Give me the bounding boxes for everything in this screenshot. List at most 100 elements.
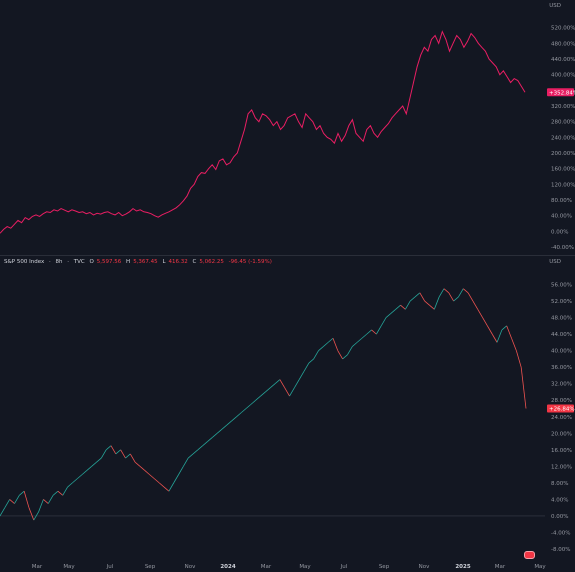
candle-segment [472, 300, 479, 310]
candle-segment [47, 495, 54, 504]
candle-segment [366, 329, 372, 335]
y-tick-label: 44.00% [551, 332, 572, 338]
candle-segment [298, 371, 305, 380]
legend-open: 5,597.56 [96, 259, 122, 265]
candle-segment [86, 466, 92, 471]
candle-segment [67, 482, 73, 488]
candle-segment [380, 317, 387, 327]
candle-segment [515, 350, 522, 368]
y-tick-label: 8.00% [551, 481, 568, 487]
x-tick-label: Nov [419, 564, 430, 570]
bottom-chart-svg[interactable]: 56.00% 52.00% 48.00% 44.00% 40.00% 36.00% 32.0… [0, 256, 575, 557]
last-value-badge [547, 88, 574, 97]
y-tick-label: 40.00% [551, 214, 572, 220]
candle-segment [23, 491, 30, 508]
top-chart-pane[interactable]: 520.00%480.00%440.00%400.00%360.00%320.0… [0, 0, 575, 255]
y-tick-label: 440.00% [551, 57, 575, 63]
y-tick-label: -4.00% [551, 530, 570, 536]
candle-segment [443, 288, 450, 294]
candle-segment [376, 325, 382, 335]
candle-segment [496, 329, 503, 343]
y-tick-label: 28.00% [551, 398, 572, 404]
candle-segment [467, 292, 474, 302]
y-tick-label: 120.00% [551, 182, 575, 188]
candle-segment [110, 445, 117, 455]
legend-high-label: H [126, 259, 131, 265]
candle-segment [313, 350, 319, 360]
candle-segment [491, 333, 498, 343]
last-value-label: +352.84% [549, 90, 575, 96]
legend-low-label: L [162, 259, 166, 265]
bottom-chart-pane[interactable]: 56.00% 52.00% 48.00% 44.00% 40.00% 36.00% 32.0… [0, 256, 575, 557]
candle-segment [250, 399, 257, 405]
y-tick-label: 520.00% [551, 26, 575, 32]
candle-segment [149, 474, 155, 480]
y-tick-label: 24.00% [551, 415, 572, 421]
x-tick-label: Sep [379, 564, 390, 570]
candle-segment [448, 292, 454, 302]
candle-segment [197, 445, 203, 451]
candle-segment [4, 499, 10, 508]
candle-segment [33, 511, 39, 521]
x-tick-label: 2025 [455, 564, 470, 570]
candle-segment [284, 387, 290, 397]
top-chart-svg[interactable]: 520.00%480.00%440.00%400.00%360.00%320.0… [0, 0, 575, 255]
candle-segment [173, 474, 179, 484]
candle-segment [323, 342, 329, 347]
candle-segment [154, 478, 160, 484]
candle-segment [409, 296, 416, 302]
candle-segment [226, 420, 232, 426]
candle-segment [139, 466, 146, 471]
chat-bubble-icon[interactable] [524, 551, 535, 559]
y-tick-label: 52.00% [551, 299, 572, 305]
candle-segment [342, 354, 348, 360]
candle-segment [187, 453, 194, 459]
candle-segment [72, 478, 78, 484]
legend-close-label: C [192, 259, 197, 265]
candle-segment [487, 325, 493, 335]
candle-segment [105, 445, 112, 451]
symbol-legend[interactable]: S&P 500 Index · 8h · TVC O 5,597.56 H 5,36… [4, 259, 272, 265]
y-tick-label: 4.00% [551, 497, 568, 503]
y-tick-label: 0.00% [551, 514, 568, 520]
y-tick-label: 48.00% [551, 316, 572, 322]
candle-segment [463, 288, 469, 294]
candle-segment [395, 304, 401, 310]
x-tick-label: Jul [106, 564, 114, 570]
candle-segment [245, 404, 252, 409]
top-currency-label: USD [549, 3, 561, 9]
candle-segment [289, 387, 295, 397]
legend-symbol[interactable]: S&P 500 Index [4, 259, 45, 265]
candle-segment [327, 337, 334, 343]
candle-segment [241, 408, 247, 413]
candle-segment [100, 449, 107, 459]
legend-interval[interactable]: 8h [55, 259, 63, 265]
y-tick-label: 200.00% [551, 151, 575, 157]
candle-segment [318, 346, 324, 351]
candle-segment [390, 309, 396, 314]
candle-segment [28, 507, 35, 521]
candle-segment [438, 288, 445, 298]
candle-segment [255, 395, 261, 401]
candle-segment [337, 350, 343, 360]
candle-segment [81, 470, 88, 475]
candle-segment [168, 482, 175, 492]
x-tick-label: Jul [340, 564, 348, 570]
legend-change: -96.45 (-1.59%) [228, 259, 272, 265]
pane-divider[interactable] [0, 255, 575, 256]
candle-segment [477, 309, 483, 318]
x-tick-label: 2024 [220, 564, 235, 570]
candle-segment [482, 317, 488, 327]
candle-segment [129, 453, 136, 463]
candle-segment [163, 486, 170, 492]
candle-segment [207, 437, 213, 442]
time-axis[interactable]: Mar May Jul Sep Nov 2024 Mar May Jul Sep Nov 2025 Ma… [0, 557, 575, 572]
candle-segment [269, 383, 276, 389]
candle-segment [9, 499, 15, 504]
legend-open-label: O [89, 259, 94, 265]
candle-segment [91, 461, 97, 467]
y-tick-label: 0.00% [551, 229, 568, 235]
candle-segment [520, 367, 527, 409]
y-tick-label: 12.00% [551, 464, 572, 470]
legend-high: 5,367.45 [133, 259, 158, 265]
